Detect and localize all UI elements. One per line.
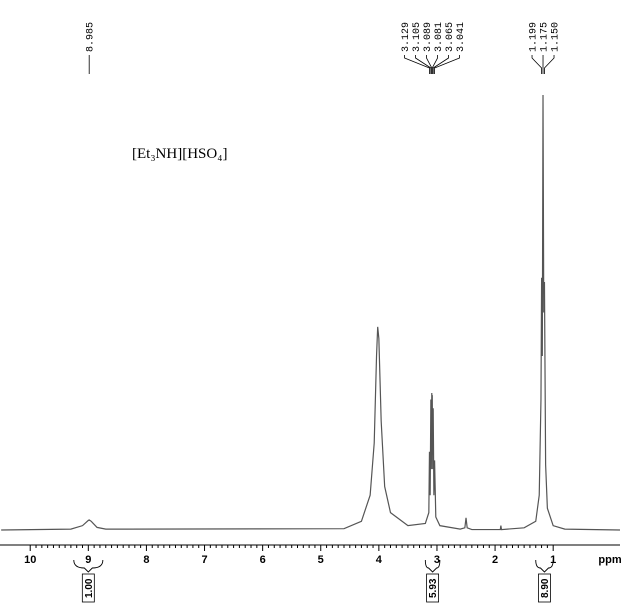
peak-leader [431,55,438,74]
x-tick-label: 6 [260,554,266,566]
spectrum-line [1,94,621,531]
x-tick-label: 7 [201,554,207,566]
peak-label: 3.081 [434,22,445,52]
peak-leader [544,55,555,74]
peak-leader [531,55,543,74]
peak-leader [404,55,430,74]
peak-leader [432,55,449,74]
integral-bracket [535,559,554,573]
peak-label: 1.199 [529,22,540,52]
integral-box [426,573,440,603]
peak-label: 3.129 [401,22,412,52]
peak-leader [415,55,432,74]
peak-label: 3.041 [456,22,467,52]
peak-label: 3.065 [445,22,456,52]
integral-bracket [73,559,104,573]
x-tick-label: 9 [85,554,91,566]
x-tick-label: 2 [492,554,498,566]
x-tick-label: 5 [318,554,324,566]
peak-leader [434,55,460,74]
peak-label: 8.985 [86,22,97,52]
integral-label: 8.90 [540,578,551,598]
x-tick-label: 4 [376,554,383,566]
integral-box [81,573,95,603]
peak-label: 1.175 [540,22,551,52]
peak-leader [426,55,433,74]
peak-label: 3.105 [412,22,423,52]
integral-box [538,573,551,603]
x-tick-label: 8 [143,554,149,566]
integral-label: 1.00 [84,578,95,598]
annotation: [Et₃NH][HSO₄] [132,146,227,162]
x-tick-label: 3 [434,554,440,566]
x-tick-label: 10 [24,554,36,566]
x-axis-label: ppm [598,554,621,566]
integral-label: 5.93 [428,578,439,598]
integral-bracket [424,559,441,573]
peak-label: 1.150 [551,22,562,52]
peak-label: 3.089 [423,22,434,52]
